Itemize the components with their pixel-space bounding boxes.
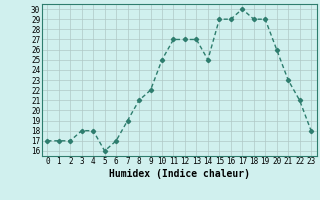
X-axis label: Humidex (Indice chaleur): Humidex (Indice chaleur) [109,169,250,179]
